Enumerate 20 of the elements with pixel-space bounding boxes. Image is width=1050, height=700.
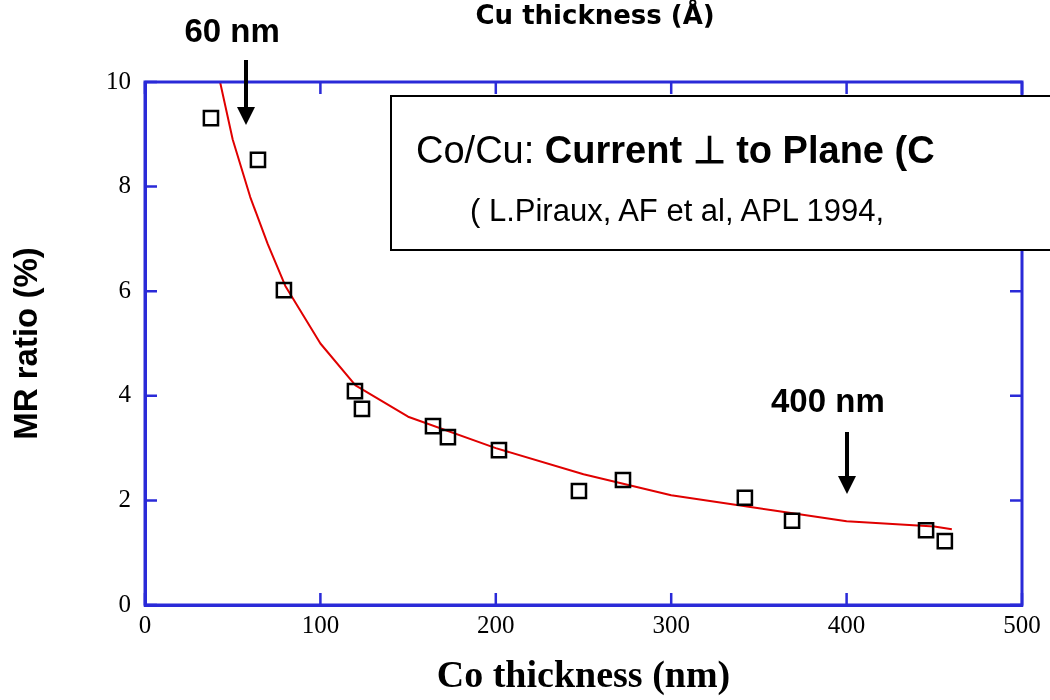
y-tick-label: 10 [106,66,131,94]
text: 60 nm [184,12,280,50]
y-tick-label: 6 [118,275,131,303]
annotation: 400 nm [771,382,885,420]
x-tick-label: 0 [138,610,152,638]
x-tick-label: 400 [827,610,866,638]
y-tick-label: 2 [118,484,131,512]
x-axis-title: Co thickness (nm) [436,653,731,697]
x-tick-label: 200 [477,610,515,638]
x-tick-label: 100 [301,610,340,638]
y-tick-label: 0 [118,589,131,617]
annotation: ( L.Piraux, AF et al, APL 1994, [470,193,885,229]
text: Cu thickness (Å) [475,0,715,30]
x-tick-label: 500 [1003,610,1041,638]
annotation: Co/Cu: [416,129,536,171]
y-tick-label: 4 [118,380,132,408]
x-tick-label: 300 [652,610,690,638]
y-tick-label: 8 [118,171,131,199]
annotation: Current ⊥ to Plane (C [544,129,935,171]
y-axis-title: MR ratio (%) [6,247,44,440]
